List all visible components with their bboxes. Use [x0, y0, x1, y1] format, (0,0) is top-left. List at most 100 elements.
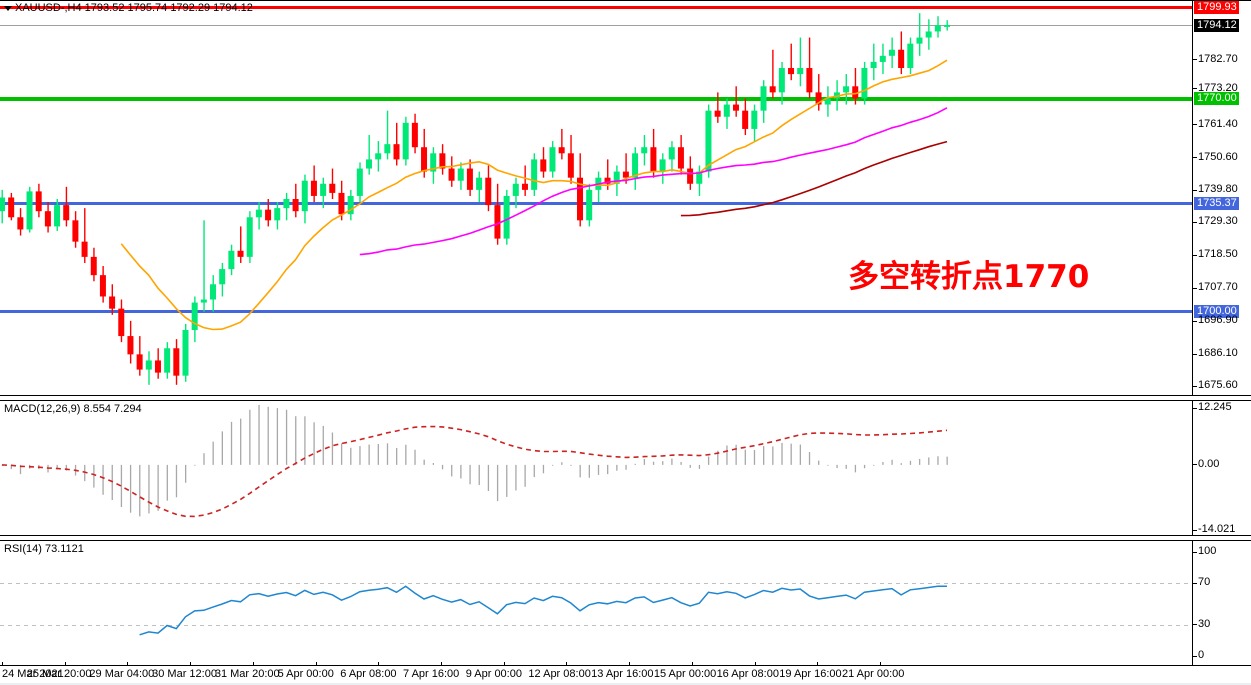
- candle-body: [365, 159, 372, 169]
- macd-pane: 12.245 0.00 -14.021 MACD(12,26,9) 8.554 7.…: [0, 400, 1251, 536]
- macd-histogram-bar: [506, 464, 508, 497]
- macd-plot-area[interactable]: [0, 401, 1192, 535]
- candle-body: [705, 110, 712, 172]
- time-tick-mark: [817, 662, 819, 666]
- macd-histogram-bar: [918, 458, 921, 465]
- macd-histogram-bar: [460, 464, 462, 479]
- macd-histogram-bar: [469, 464, 471, 485]
- macd-histogram-bar: [891, 459, 893, 465]
- candle-body: [916, 37, 923, 44]
- time-axis-label: 31 Mar 20:00: [214, 668, 280, 680]
- macd-histogram-bar: [322, 425, 324, 465]
- macd-histogram-bar: [588, 464, 590, 478]
- candle-wick: [84, 208, 86, 263]
- candle-wick: [735, 86, 737, 117]
- candle-body: [145, 360, 152, 370]
- macd-histogram-bar: [295, 416, 297, 465]
- time-tick-mark: [2, 662, 3, 666]
- candle-body: [815, 92, 822, 105]
- macd-histogram-bar: [304, 416, 306, 465]
- rsi-line: [139, 585, 948, 636]
- candle-body: [200, 299, 207, 303]
- macd-histogram-bar: [625, 464, 627, 470]
- macd-histogram-bar: [744, 449, 746, 465]
- macd-histogram-bar: [763, 446, 765, 465]
- time-tick-mark: [880, 662, 881, 666]
- candle-body: [219, 269, 226, 285]
- candle-wick: [772, 49, 774, 99]
- candle-body: [521, 183, 528, 190]
- macd-histogram-bar: [84, 464, 86, 482]
- macd-histogram-bar: [790, 443, 792, 465]
- candle-body: [44, 211, 51, 227]
- macd-histogram-bar: [331, 432, 334, 465]
- macd-histogram-bar: [313, 422, 315, 465]
- candle-body: [788, 68, 795, 75]
- time-axis-label: 24 Mar 2021: [2, 668, 64, 680]
- time-tick-mark: [378, 662, 380, 666]
- macd-histogram-bar: [19, 464, 22, 475]
- macd-histogram-bar: [432, 463, 435, 465]
- price-level-last-close[interactable]: [0, 25, 1192, 26]
- macd-histogram-bar: [533, 464, 535, 478]
- symbol-header[interactable]: XAUUSD-,H4 1793.52 1795.74 1792.29 1794.…: [4, 2, 253, 15]
- candle-body: [760, 86, 767, 111]
- candle-body: [439, 153, 446, 169]
- candle-wick: [203, 220, 205, 312]
- macd-histogram-bar: [643, 459, 646, 465]
- macd-histogram-bar: [148, 464, 150, 514]
- time-tick-mark: [252, 662, 254, 666]
- macd-histogram-bar: [882, 462, 884, 465]
- price-level-resistance-1799[interactable]: [0, 5, 1192, 9]
- price-level-pivot-1770[interactable]: [0, 96, 1192, 101]
- candle-body: [723, 104, 730, 117]
- macd-histogram-bar: [102, 464, 104, 495]
- candle-body: [898, 49, 905, 69]
- candle-body: [430, 153, 437, 172]
- macd-histogram-bar: [616, 464, 618, 471]
- macd-histogram-bar: [561, 462, 563, 465]
- candle-body: [274, 208, 281, 221]
- macd-histogram-bar: [111, 464, 113, 501]
- price-level-support-1700[interactable]: [0, 310, 1192, 314]
- candle-body: [393, 144, 400, 160]
- macd-histogram-bar: [441, 464, 444, 470]
- candle-body: [852, 86, 859, 99]
- rsi-plot-area[interactable]: [0, 541, 1192, 665]
- macd-histogram-bar: [524, 464, 526, 487]
- candle-body: [118, 308, 125, 337]
- macd-histogram-bar: [808, 452, 811, 465]
- candle-body: [329, 183, 336, 193]
- candle-body: [751, 110, 758, 129]
- candle-body: [476, 177, 483, 190]
- macd-histogram-bar: [221, 431, 223, 465]
- price-plot-area[interactable]: [0, 1, 1192, 395]
- candle-body: [292, 199, 299, 212]
- macd-histogram-bar: [671, 458, 673, 465]
- candle-body: [99, 275, 106, 297]
- macd-histogram-bar: [276, 408, 279, 465]
- time-tick-mark: [190, 662, 192, 666]
- time-axis-label: 6 Apr 08:00: [340, 668, 397, 680]
- price-tag-1700-00: 1700.00: [1194, 305, 1239, 319]
- candle-body: [925, 31, 932, 38]
- candle-body: [687, 168, 694, 184]
- candle-body: [191, 302, 198, 330]
- macd-histogram-bar: [579, 464, 581, 478]
- candle-body: [320, 183, 327, 196]
- macd-histogram-bar: [772, 446, 774, 465]
- macd-histogram-bar: [845, 464, 847, 469]
- macd-histogram-bar: [359, 446, 361, 465]
- rsi-pane: 100 70 30 0 RSI(14) 73.1121: [0, 540, 1251, 666]
- triangle-down-icon[interactable]: [4, 6, 12, 11]
- candle-body: [861, 68, 868, 99]
- candle-body: [421, 147, 428, 172]
- candle-body: [944, 25, 950, 27]
- candle-body: [246, 217, 253, 257]
- macd-histogram-bar: [652, 461, 655, 465]
- macd-histogram-bar: [551, 464, 554, 466]
- candle-body: [622, 171, 629, 178]
- macd-histogram-bar: [799, 444, 802, 465]
- price-level-support-1735[interactable]: [0, 202, 1192, 206]
- macd-signal-line: [1, 425, 948, 518]
